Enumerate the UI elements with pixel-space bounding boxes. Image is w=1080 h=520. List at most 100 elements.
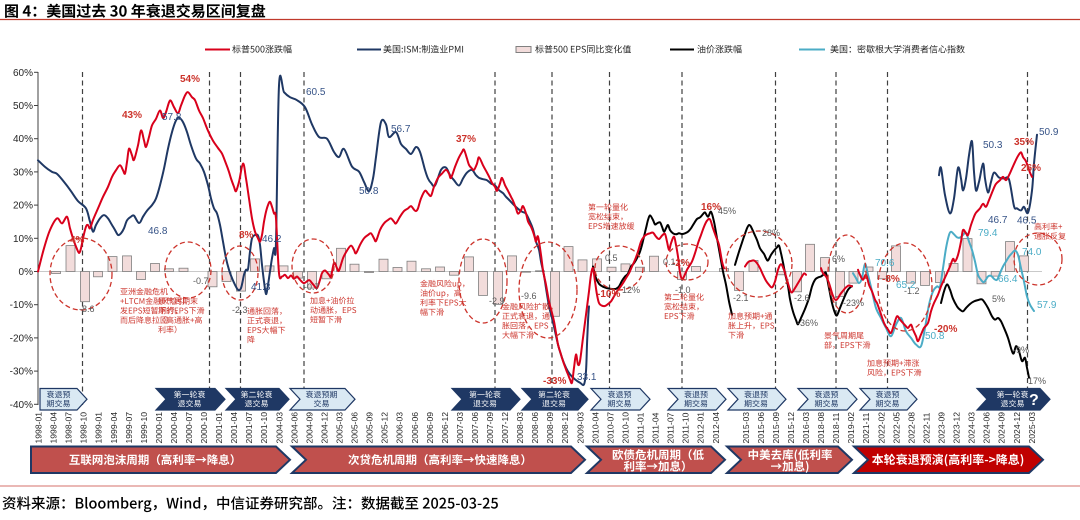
svg-text:-8%: -8% xyxy=(882,274,900,285)
svg-text:79.4: 79.4 xyxy=(978,228,998,239)
svg-text:2007-12: 2007-12 xyxy=(500,412,510,444)
svg-text:2022-08: 2022-08 xyxy=(906,412,916,444)
svg-text:-9.6: -9.6 xyxy=(521,291,537,301)
svg-text:70.6: 70.6 xyxy=(875,258,895,269)
svg-text:-20%: -20% xyxy=(934,324,957,335)
svg-text:33.1: 33.1 xyxy=(577,372,597,383)
svg-text:50.8: 50.8 xyxy=(925,331,945,342)
svg-text:-10%: -10% xyxy=(10,300,33,311)
svg-text:8%: 8% xyxy=(239,230,254,241)
svg-text:2004-06: 2004-06 xyxy=(289,412,299,444)
svg-text:2023-09: 2023-09 xyxy=(937,412,947,444)
svg-text:57.9: 57.9 xyxy=(1037,300,1057,311)
svg-text:2010-04: 2010-04 xyxy=(590,412,600,444)
svg-text:-40%: -40% xyxy=(10,400,33,411)
svg-text:60.5: 60.5 xyxy=(306,87,326,98)
svg-text:2001-10: 2001-10 xyxy=(259,412,269,444)
svg-text:43%: 43% xyxy=(122,110,142,121)
svg-text:50%: 50% xyxy=(13,101,33,112)
svg-text:2004-12: 2004-12 xyxy=(319,412,329,444)
svg-text:2018-08: 2018-08 xyxy=(816,412,826,444)
svg-text:2007-06: 2007-06 xyxy=(470,412,480,444)
svg-text:-9%: -9% xyxy=(1013,345,1029,355)
svg-text:2024-03: 2024-03 xyxy=(967,412,977,444)
svg-text:2005-12: 2005-12 xyxy=(380,412,390,444)
svg-text:2000-07: 2000-07 xyxy=(184,412,194,444)
svg-text:1998-07: 1998-07 xyxy=(64,412,74,444)
svg-text:41.3: 41.3 xyxy=(251,282,271,293)
svg-text:2009-03: 2009-03 xyxy=(575,412,585,444)
svg-text:50.3: 50.3 xyxy=(983,140,1003,151)
svg-text:2004-09: 2004-09 xyxy=(304,412,314,444)
svg-text:2000-01: 2000-01 xyxy=(154,412,164,444)
svg-text:2008-03: 2008-03 xyxy=(515,412,525,444)
svg-text:0%: 0% xyxy=(19,267,34,278)
svg-text:2007-09: 2007-09 xyxy=(485,412,495,444)
svg-text:46.2: 46.2 xyxy=(262,234,282,245)
svg-text:56.7: 56.7 xyxy=(391,124,411,135)
svg-text:-2%: -2% xyxy=(672,258,690,269)
svg-text:1999-01: 1999-01 xyxy=(94,412,104,444)
svg-text:2000-04: 2000-04 xyxy=(169,412,179,444)
svg-text:2011-07: 2011-07 xyxy=(666,412,676,443)
svg-text:-0.7: -0.7 xyxy=(193,276,209,286)
svg-text:2007-03: 2007-03 xyxy=(455,412,465,444)
svg-text:2021-11: 2021-11 xyxy=(861,412,871,443)
svg-text:45%: 45% xyxy=(718,206,736,216)
svg-text:1998-10: 1998-10 xyxy=(79,412,89,444)
svg-text:2008-12: 2008-12 xyxy=(560,412,570,444)
svg-text:-0.7: -0.7 xyxy=(304,282,320,292)
svg-text:-33%: -33% xyxy=(543,376,566,387)
svg-text:1998-04: 1998-04 xyxy=(49,412,59,444)
svg-text:37%: 37% xyxy=(456,134,476,145)
svg-text:2004-03: 2004-03 xyxy=(274,412,284,444)
svg-text:-2.6: -2.6 xyxy=(794,293,810,303)
svg-text:-2.9: -2.9 xyxy=(489,296,505,306)
svg-text:2006-09: 2006-09 xyxy=(425,412,435,444)
svg-text:-30%: -30% xyxy=(10,367,33,378)
svg-text:10%: 10% xyxy=(13,234,33,245)
svg-text:40%: 40% xyxy=(13,134,33,145)
svg-text:1998-01: 1998-01 xyxy=(34,412,44,444)
svg-text:1999-10: 1999-10 xyxy=(139,412,149,444)
svg-text:2015-12: 2015-12 xyxy=(786,412,796,444)
svg-text:2011-04: 2011-04 xyxy=(651,412,661,443)
svg-text:2022-11: 2022-11 xyxy=(922,412,932,443)
svg-text:2011-01: 2011-01 xyxy=(636,412,646,443)
svg-text:60%: 60% xyxy=(13,68,33,79)
svg-text:35%: 35% xyxy=(1014,137,1034,148)
svg-text:74.0: 74.0 xyxy=(1022,247,1042,258)
svg-text:4%: 4% xyxy=(70,235,85,246)
svg-text:-8.6: -8.6 xyxy=(79,304,95,314)
svg-text:2012-01: 2012-01 xyxy=(696,412,706,444)
svg-text:2001-04: 2001-04 xyxy=(229,412,239,444)
svg-text:50.8: 50.8 xyxy=(359,186,379,197)
svg-text:-23%: -23% xyxy=(843,298,864,308)
svg-text:2023-12: 2023-12 xyxy=(952,412,962,444)
svg-text:-2.3: -2.3 xyxy=(232,305,248,315)
svg-text:-1.2: -1.2 xyxy=(904,286,920,296)
svg-text:2008-06: 2008-06 xyxy=(530,412,540,444)
svg-text:0.1: 0.1 xyxy=(663,257,676,267)
svg-text:2019-02: 2019-02 xyxy=(846,412,856,444)
svg-text:2010-07: 2010-07 xyxy=(605,412,615,444)
svg-text:20%: 20% xyxy=(13,201,33,212)
svg-text:17%: 17% xyxy=(1028,376,1046,386)
svg-text:2015-09: 2015-09 xyxy=(771,412,781,444)
svg-text:2006-06: 2006-06 xyxy=(410,412,420,444)
svg-text:0.5: 0.5 xyxy=(605,253,618,263)
svg-text:?: ? xyxy=(1029,392,1039,409)
svg-text:-2.1: -2.1 xyxy=(733,293,749,303)
svg-text:2024-12: 2024-12 xyxy=(1012,412,1022,444)
svg-text:28%: 28% xyxy=(762,228,780,238)
svg-text:2025-03: 2025-03 xyxy=(1027,412,1037,444)
svg-text:2024-09: 2024-09 xyxy=(997,412,1007,444)
svg-text:2024-06: 2024-06 xyxy=(982,412,992,444)
svg-text:2010-10: 2010-10 xyxy=(621,412,631,444)
svg-text:6%: 6% xyxy=(832,254,845,264)
svg-text:2000-10: 2000-10 xyxy=(199,412,209,444)
svg-text:2022-05: 2022-05 xyxy=(891,412,901,444)
svg-text:1999-04: 1999-04 xyxy=(109,412,119,444)
svg-text:16%: 16% xyxy=(701,202,721,213)
svg-text:12%: 12% xyxy=(622,285,640,295)
